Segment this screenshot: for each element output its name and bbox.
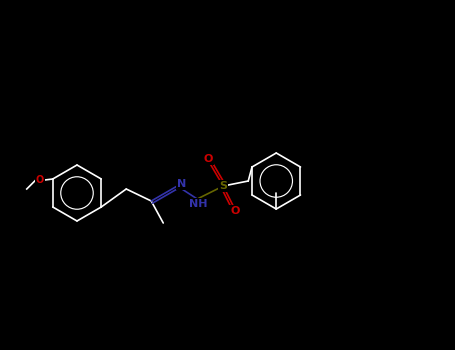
Text: S: S: [219, 181, 227, 191]
Text: N: N: [177, 179, 186, 189]
Text: O: O: [231, 206, 240, 216]
Text: NH: NH: [189, 199, 207, 209]
Text: O: O: [35, 175, 44, 185]
Text: O: O: [203, 154, 213, 164]
